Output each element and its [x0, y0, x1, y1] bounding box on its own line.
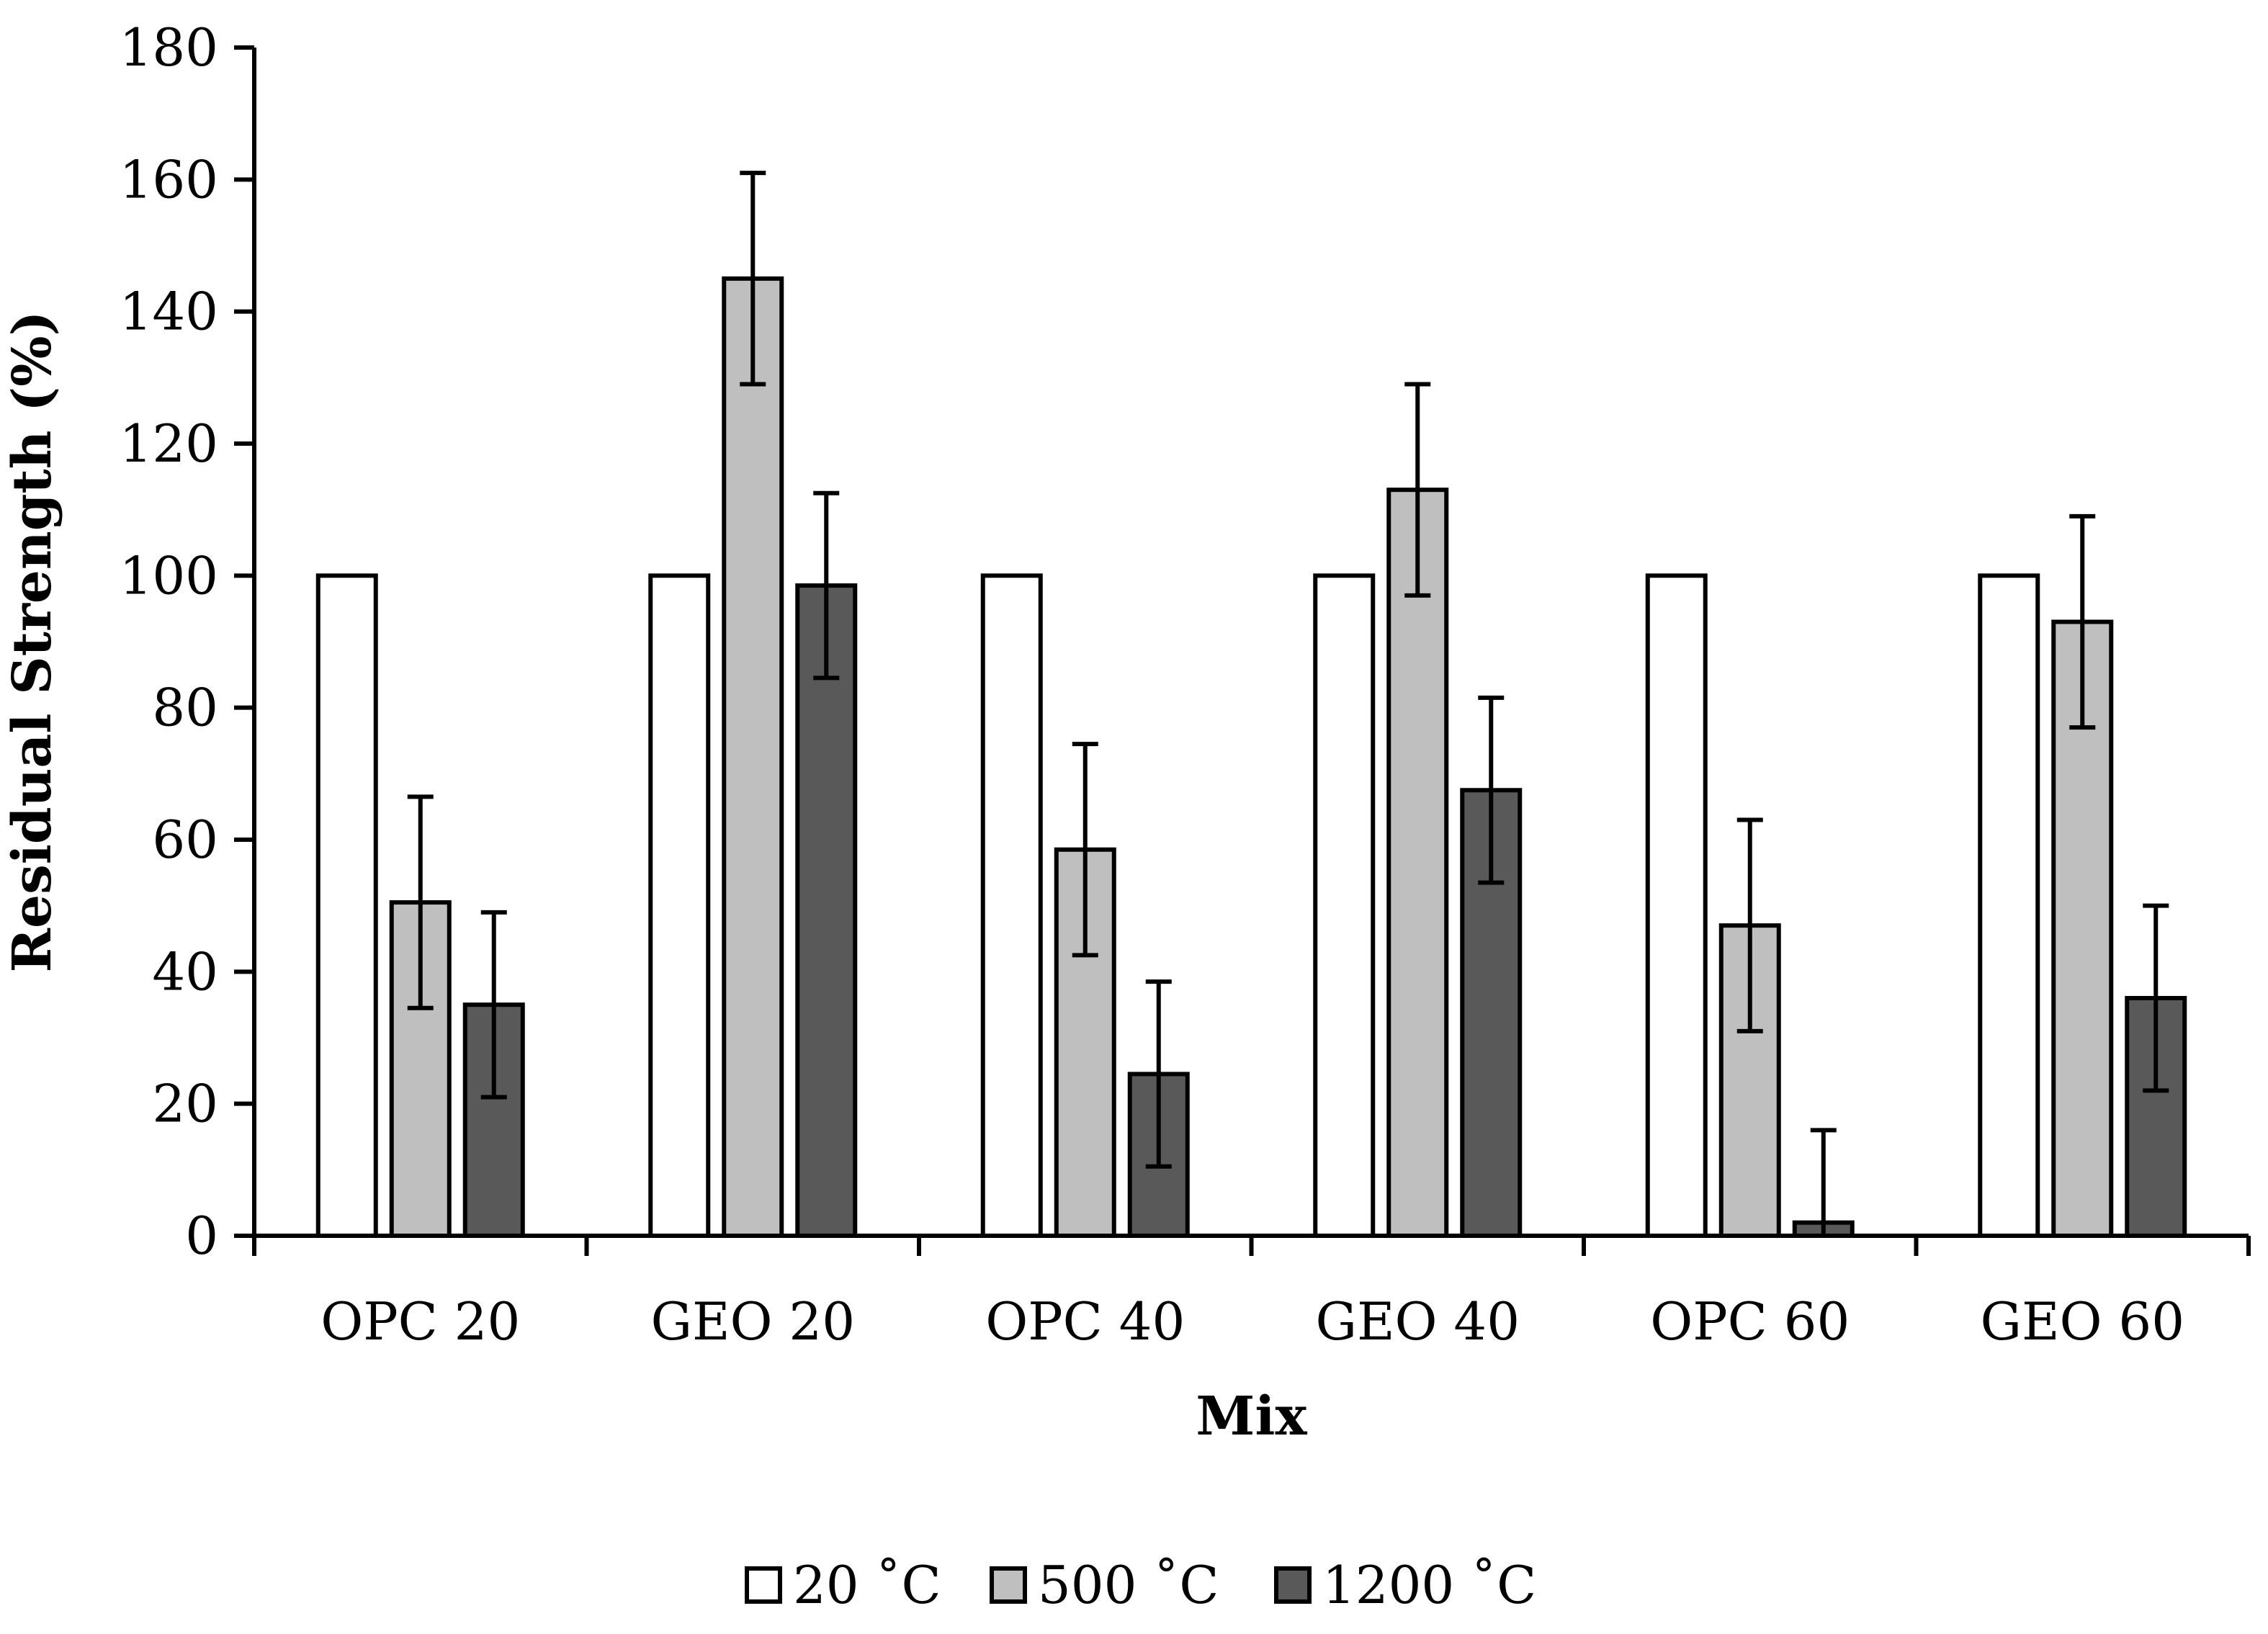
legend: 20 ˚C 500 ˚C 1200 ˚C: [745, 1555, 1536, 1615]
x-tick-label: GEO 40: [1315, 1291, 1520, 1352]
bar: [1313, 573, 1376, 1238]
bar: [1386, 488, 1449, 1239]
y-tick-label: 100: [120, 545, 218, 606]
legend-swatch: [1274, 1566, 1312, 1604]
x-ticks: OPC 20 GEO 20 OPC 40 GEO 40 OPC 60 GEO 60: [252, 1236, 2251, 1352]
bar: [648, 573, 711, 1238]
y-ticks: 0 20 40 60 80 100 120 140 160 180: [120, 17, 254, 1266]
y-tick-label: 180: [120, 17, 218, 78]
error-bar: [407, 794, 434, 1010]
legend-swatch: [745, 1566, 782, 1604]
axes: [252, 48, 2249, 1238]
bar: [722, 276, 784, 1238]
legend-label: 20 ˚C: [793, 1555, 941, 1615]
bar: [315, 573, 378, 1238]
error-bars: [407, 171, 2169, 1238]
x-tick-label: OPC 20: [321, 1291, 520, 1352]
y-tick-label: 140: [120, 282, 218, 342]
error-bar: [480, 910, 507, 1100]
bar: [795, 583, 858, 1238]
bar: [980, 573, 1043, 1238]
bar: [1645, 573, 1708, 1238]
error-bar: [813, 490, 840, 681]
error-bar: [740, 171, 766, 387]
legend-swatch: [990, 1566, 1027, 1604]
error-bar: [1478, 695, 1505, 885]
x-tick-label: GEO 20: [650, 1291, 855, 1352]
y-tick-label: 40: [152, 941, 218, 1002]
y-tick-label: 120: [120, 413, 218, 474]
legend-label: 1200 ˚C: [1322, 1555, 1536, 1615]
x-tick-label: OPC 40: [985, 1291, 1185, 1352]
y-tick-label: 20: [152, 1074, 218, 1134]
error-bar: [1072, 742, 1098, 958]
y-tick-label: 0: [185, 1206, 218, 1266]
y-tick-label: 80: [152, 678, 218, 738]
error-bar: [2069, 513, 2096, 730]
y-tick-label: 160: [120, 149, 218, 210]
bar: [1978, 573, 2040, 1238]
error-bar: [1810, 1128, 1837, 1238]
legend-label: 500 ˚C: [1038, 1555, 1219, 1615]
y-axis-title: Residual Strength (%): [1, 310, 63, 972]
bars: [315, 276, 2187, 1239]
x-tick-label: OPC 60: [1650, 1291, 1850, 1352]
x-axis-title: Mix: [1196, 1386, 1307, 1447]
error-bar: [1404, 382, 1431, 598]
error-bar: [1145, 979, 1172, 1169]
error-bar: [1736, 817, 1763, 1033]
error-bar: [2143, 903, 2169, 1093]
y-tick-label: 60: [152, 809, 218, 870]
x-tick-label: GEO 60: [1980, 1291, 2184, 1352]
